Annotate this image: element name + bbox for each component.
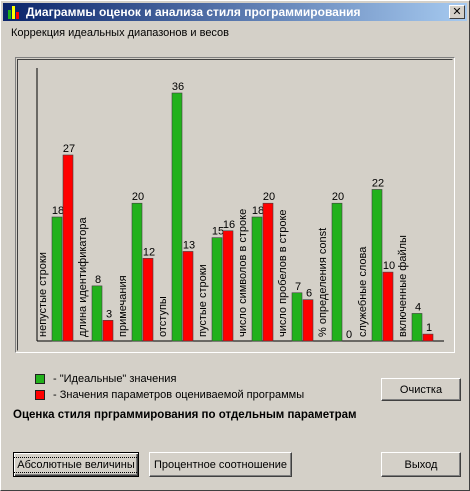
bar-actual [262, 202, 274, 342]
data-label: 3 [106, 308, 112, 320]
bar-chart: непустые строки 18 27 длина идентификатора 8… [36, 68, 444, 342]
data-label: 16 [223, 219, 235, 231]
legend-swatch-actual [35, 390, 45, 400]
legend-item-actual: - Значения параметров оцениваемой програ… [35, 387, 304, 403]
bar-ideal [91, 285, 103, 342]
data-label: 18 [52, 205, 64, 217]
bar-ideal [211, 237, 223, 342]
absolute-values-label: Абсолютные величины [13, 456, 139, 473]
category-label: пустые строки [197, 264, 209, 337]
bar-ideal [251, 216, 263, 342]
legend-swatch-ideal [35, 374, 45, 384]
data-label: 1 [426, 322, 432, 334]
window-subtitle: Коррекция идеальных диапазонов и весов [11, 27, 230, 39]
bar-actual [102, 320, 114, 342]
chart-frame: непустые строки 18 27 длина идентификатора 8… [15, 57, 455, 353]
percent-ratio-button[interactable]: Процентное соотношение [149, 452, 292, 477]
close-button[interactable]: ✕ [449, 5, 465, 19]
category-label: число пробелов в строке [277, 210, 289, 338]
data-label: 15 [212, 226, 224, 238]
legend-item-ideal: - "Идеальные" значения [35, 371, 304, 387]
data-label: 20 [132, 191, 144, 203]
data-label: 12 [143, 246, 155, 258]
window-title: Диаграммы оценок и анализа стиля програм… [26, 5, 361, 19]
data-label: 18 [252, 205, 264, 217]
bar-actual [382, 271, 394, 342]
app-chart-icon [6, 4, 22, 20]
exit-button[interactable]: Выход [381, 452, 461, 477]
bar-ideal [291, 292, 303, 342]
data-label: 20 [263, 191, 275, 203]
bar-ideal [411, 313, 423, 342]
category-label: число символов в строке [237, 209, 249, 337]
category-label: отступы [157, 296, 169, 337]
data-label: 27 [63, 143, 75, 155]
data-label: 22 [372, 177, 384, 189]
data-label: 20 [332, 191, 344, 203]
bar-actual [222, 230, 234, 342]
bar-actual [62, 154, 74, 342]
data-label: 8 [95, 274, 101, 286]
category-label: примечания [117, 275, 129, 337]
legend-label-ideal: - "Идеальные" значения [53, 373, 177, 385]
bar-ideal [171, 92, 183, 342]
data-label: 6 [306, 288, 312, 300]
data-label: 0 [346, 329, 352, 341]
bar-actual [422, 333, 434, 342]
data-label: 10 [383, 260, 395, 272]
close-icon: ✕ [452, 5, 462, 18]
data-label: 7 [295, 281, 301, 293]
bar-ideal [371, 189, 383, 342]
bar-actual [142, 258, 154, 342]
legend-label-actual: - Значения параметров оцениваемой програ… [53, 389, 305, 401]
category-label: % определения const [317, 228, 329, 337]
bar-ideal [331, 202, 343, 342]
data-label: 4 [415, 301, 421, 313]
bar-ideal [51, 216, 63, 342]
bar-actual [182, 251, 194, 342]
title-bar[interactable]: Диаграммы оценок и анализа стиля програм… [3, 3, 467, 21]
category-label: непустые строки [37, 252, 49, 337]
bar-actual [302, 299, 314, 342]
category-label: длина идентификатора [77, 217, 89, 337]
data-label: 13 [183, 239, 195, 251]
category-label: включенные файлы [397, 235, 409, 337]
category-label: служебные слова [357, 246, 369, 337]
clear-button[interactable]: Очистка [381, 378, 461, 401]
data-label: 36 [172, 81, 184, 93]
legend: - "Идеальные" значения - Значения параме… [35, 371, 304, 403]
absolute-values-button[interactable]: Абсолютные величины [13, 452, 139, 477]
section-heading: Оценка стиля прграммирования по отдельны… [13, 409, 357, 421]
bar-ideal [131, 202, 143, 342]
